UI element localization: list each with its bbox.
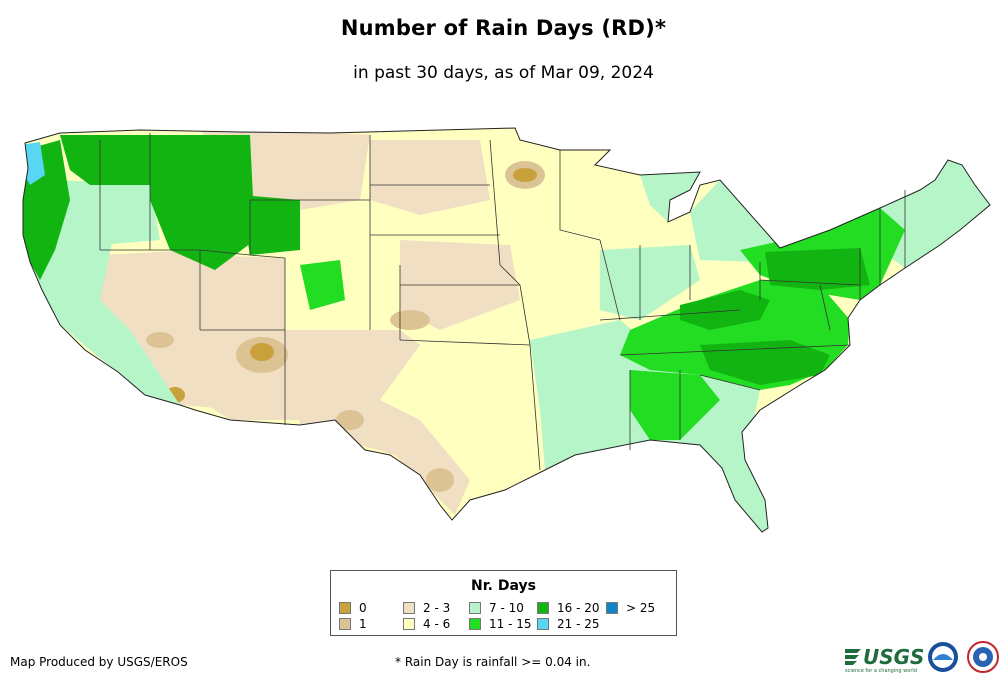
national-weather-service-logo-icon: [967, 641, 999, 673]
legend-swatch: [537, 602, 549, 614]
us-outline: [22, 127, 991, 533]
legend-swatch: [469, 618, 481, 630]
usgs-wordmark: USGS: [863, 645, 924, 669]
legend-item-0: 0: [339, 601, 367, 615]
rain-days-fill: [23, 128, 990, 532]
legend-item-1: 1: [339, 617, 367, 631]
legend-swatch: [606, 602, 618, 614]
legend-label: 1: [359, 617, 367, 631]
producer-credit: Map Produced by USGS/EROS: [10, 655, 188, 669]
legend-item-7: 21 - 25: [537, 617, 600, 631]
legend-title: Nr. Days: [471, 578, 536, 594]
legend-label: 7 - 10: [489, 601, 524, 615]
legend-swatch: [403, 618, 415, 630]
legend-item-4: 7 - 10: [469, 601, 524, 615]
legend-swatch: [537, 618, 549, 630]
legend-item-2: 2 - 3: [403, 601, 450, 615]
legend-item-5: 11 - 15: [469, 617, 532, 631]
usgs-tagline: science for a changing world: [845, 668, 917, 674]
usgs-logo-icon: USGS science for a changing world: [845, 645, 924, 674]
us-rain-days-map: [22, 127, 991, 533]
legend-swatch: [339, 618, 351, 630]
legend-label: 0: [359, 601, 367, 615]
legend-label: 2 - 3: [423, 601, 451, 615]
noaa-logo-icon: [928, 642, 958, 672]
legend-item-8: > 25: [606, 601, 655, 615]
legend-swatch: [339, 602, 351, 614]
legend-label: 21 - 25: [557, 617, 600, 631]
map-subtitle: in past 30 days, as of Mar 09, 2024: [353, 63, 654, 83]
legend-swatch: [469, 602, 481, 614]
state-borders: [99, 133, 906, 471]
legend-label: 4 - 6: [423, 617, 451, 631]
rain-day-footnote: * Rain Day is rainfall >= 0.04 in.: [395, 655, 591, 669]
legend-label: > 25: [626, 601, 656, 615]
legend-item-6: 16 - 20: [537, 601, 600, 615]
legend-swatch: [403, 602, 415, 614]
map-title: Number of Rain Days (RD)*: [340, 16, 667, 40]
legend-label: 16 - 20: [557, 601, 600, 615]
legend: Nr. Days 0 1 2 - 3 4 - 6 7 - 10 11 - 15 …: [330, 570, 677, 636]
legend-label: 11 - 15: [489, 617, 532, 631]
legend-item-3: 4 - 6: [403, 617, 450, 631]
agency-logos: USGS science for a changing world: [845, 641, 999, 674]
